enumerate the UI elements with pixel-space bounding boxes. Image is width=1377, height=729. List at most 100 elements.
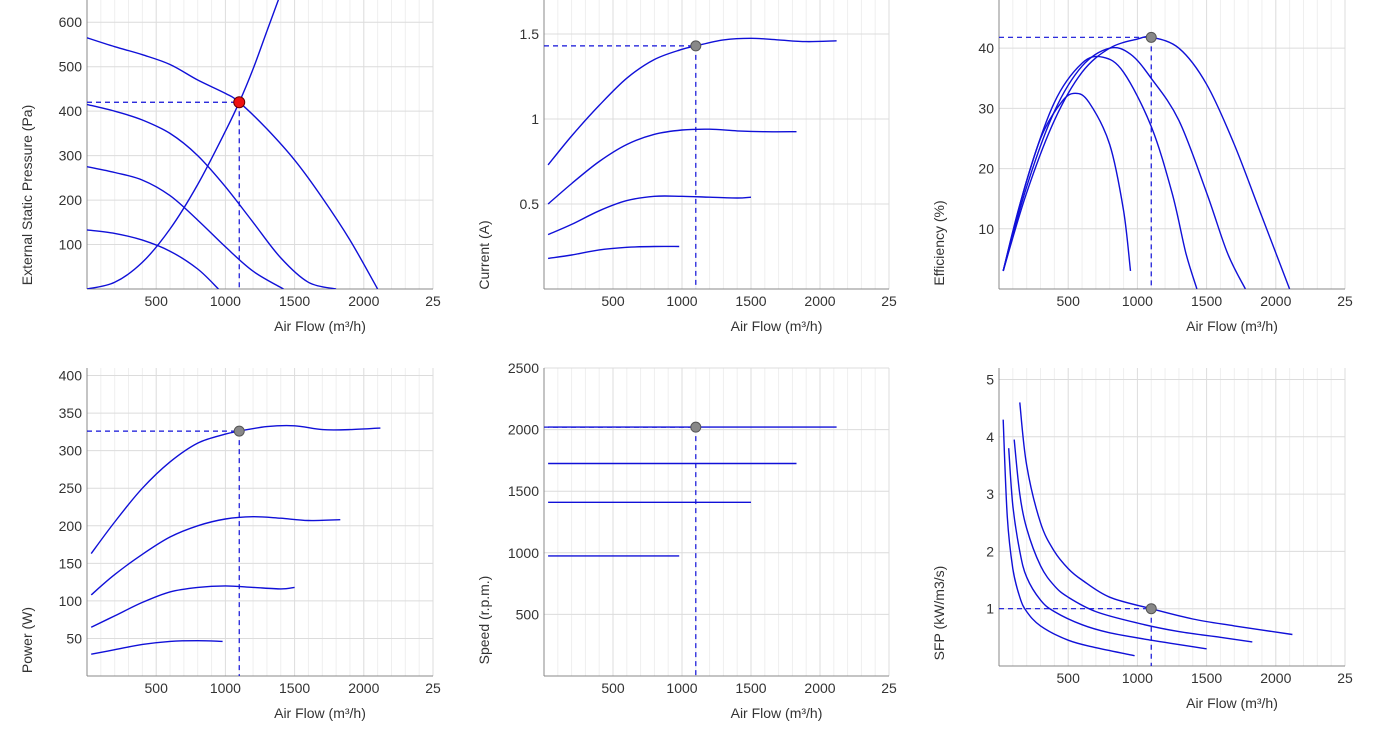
y-tick-label: 10 [978, 221, 994, 237]
x-tick-label: 1000 [666, 293, 697, 309]
y-tick-label: 300 [59, 148, 83, 164]
y-tick-label: 300 [59, 443, 83, 459]
y-tick-label: 600 [59, 14, 83, 30]
series-line-3 [90, 585, 295, 628]
series-line-1 [90, 424, 381, 555]
x-tick-label: 500 [145, 293, 169, 309]
x-tick-label: 1500 [735, 293, 766, 309]
series-line-5 [87, 0, 280, 289]
series-line-2 [1013, 439, 1253, 643]
series-line-4 [87, 229, 219, 289]
x-tick-label: 2000 [804, 293, 835, 309]
y-tick-label: 500 [516, 606, 540, 622]
x-tick-label: 1500 [279, 680, 310, 696]
reference-point-marker[interactable] [233, 425, 245, 437]
x-axis-title: Air Flow (m³/h) [274, 705, 366, 721]
y-tick-label: 2500 [508, 360, 539, 376]
reference-point-marker[interactable] [1145, 31, 1157, 43]
y-tick-label: 5 [986, 371, 994, 387]
efficiency-chart: 500 1000 1500 2000 25 10 20 30 40 Air Flow (m³/h)… [931, 0, 1353, 334]
x-tick-label: 1500 [279, 293, 310, 309]
x-tick-label: 500 [601, 293, 625, 309]
operating-point-marker[interactable] [233, 96, 246, 109]
y-axis-title: Speed (r.p.m.) [476, 576, 492, 665]
x-axis-title: Air Flow (m³/h) [274, 318, 366, 334]
y-tick-label: 40 [978, 40, 994, 56]
x-axis-title: Air Flow (m³/h) [1186, 695, 1278, 711]
x-tick-label: 500 [1057, 293, 1081, 309]
y-tick-label: 500 [59, 59, 83, 75]
x-tick-label: 2000 [1260, 293, 1291, 309]
x-tick-label: 500 [145, 680, 169, 696]
y-tick-label: 20 [978, 161, 994, 177]
y-tick-label: 4 [986, 429, 994, 445]
x-tick-label: 25 [425, 293, 441, 309]
series-line-1 [1002, 35, 1291, 289]
y-tick-label: 30 [978, 100, 994, 116]
x-tick-label: 500 [1057, 670, 1081, 686]
series-line-4 [1002, 419, 1135, 657]
current-chart: 500 1000 1500 2000 25 0.5 1 1.5 Air Flow (m³/h) C… [476, 0, 897, 334]
series-line-1 [87, 37, 379, 289]
y-axis-title: Power (W) [19, 607, 35, 673]
series-line-2 [90, 515, 341, 596]
series-line-2 [547, 128, 797, 205]
y-tick-label: 200 [59, 518, 83, 534]
x-tick-label: 1500 [1191, 293, 1222, 309]
x-tick-label: 1000 [1122, 670, 1153, 686]
sfp-chart: 500 1000 1500 2000 25 1 2 3 4 5 Air Flow (m³/h) SFP… [931, 368, 1353, 711]
y-tick-label: 1 [531, 111, 539, 127]
series-line-3 [1002, 55, 1198, 289]
y-tick-label: 50 [66, 630, 82, 646]
y-tick-label: 0.5 [520, 196, 540, 212]
speed-chart: 500 1000 1500 2000 25 500 1000 1500 2000 2500 Air … [476, 360, 897, 721]
x-tick-label: 1500 [1191, 670, 1222, 686]
x-axis-title: Air Flow (m³/h) [1186, 318, 1278, 334]
y-tick-label: 400 [59, 368, 83, 384]
y-tick-label: 100 [59, 593, 83, 609]
x-tick-label: 25 [1337, 293, 1353, 309]
y-tick-label: 1000 [508, 545, 539, 561]
y-tick-label: 200 [59, 192, 83, 208]
series-line-3 [87, 166, 284, 289]
y-tick-label: 2 [986, 543, 994, 559]
y-tick-label: 1.5 [520, 26, 540, 42]
x-tick-label: 500 [601, 680, 625, 696]
series-line-1 [547, 37, 837, 166]
x-tick-label: 25 [1337, 670, 1353, 686]
x-axis-title: Air Flow (m³/h) [731, 705, 823, 721]
series-line-4 [547, 245, 680, 260]
y-tick-label: 150 [59, 555, 83, 571]
x-tick-label: 25 [425, 680, 441, 696]
reference-point-marker[interactable] [690, 40, 702, 52]
series-line-1 [1019, 402, 1293, 636]
x-tick-label: 1000 [1122, 293, 1153, 309]
y-tick-label: 1 [986, 601, 994, 617]
x-tick-label: 2000 [804, 680, 835, 696]
x-tick-label: 1000 [666, 680, 697, 696]
x-tick-label: 25 [881, 680, 897, 696]
x-tick-label: 2000 [1260, 670, 1291, 686]
x-tick-label: 1000 [210, 293, 241, 309]
y-axis-title: External Static Pressure (Pa) [19, 105, 35, 286]
x-tick-label: 25 [881, 293, 897, 309]
series-line-2 [87, 103, 337, 289]
x-tick-label: 1500 [735, 680, 766, 696]
y-axis-title: Efficiency (%) [931, 200, 947, 285]
series-line-4 [1002, 92, 1132, 272]
x-axis-title: Air Flow (m³/h) [731, 318, 823, 334]
y-tick-label: 400 [59, 103, 83, 119]
power-chart: 500 1000 1500 2000 25 50 100 150 200 250 300 350 400… [19, 368, 441, 721]
y-tick-label: 250 [59, 480, 83, 496]
y-tick-label: 3 [986, 486, 994, 502]
y-tick-label: 2000 [508, 422, 539, 438]
series-line-2 [1002, 46, 1247, 289]
reference-point-marker[interactable] [1145, 603, 1157, 615]
reference-point-marker[interactable] [690, 421, 702, 433]
y-axis-title: SFP (kW/m3/s) [931, 566, 947, 661]
y-tick-label: 1500 [508, 483, 539, 499]
pressure-chart: 500 1000 1500 2000 25 100 200 300 400 500 600 Air F… [19, 0, 441, 334]
x-tick-label: 2000 [348, 680, 379, 696]
y-tick-label: 100 [59, 237, 83, 253]
